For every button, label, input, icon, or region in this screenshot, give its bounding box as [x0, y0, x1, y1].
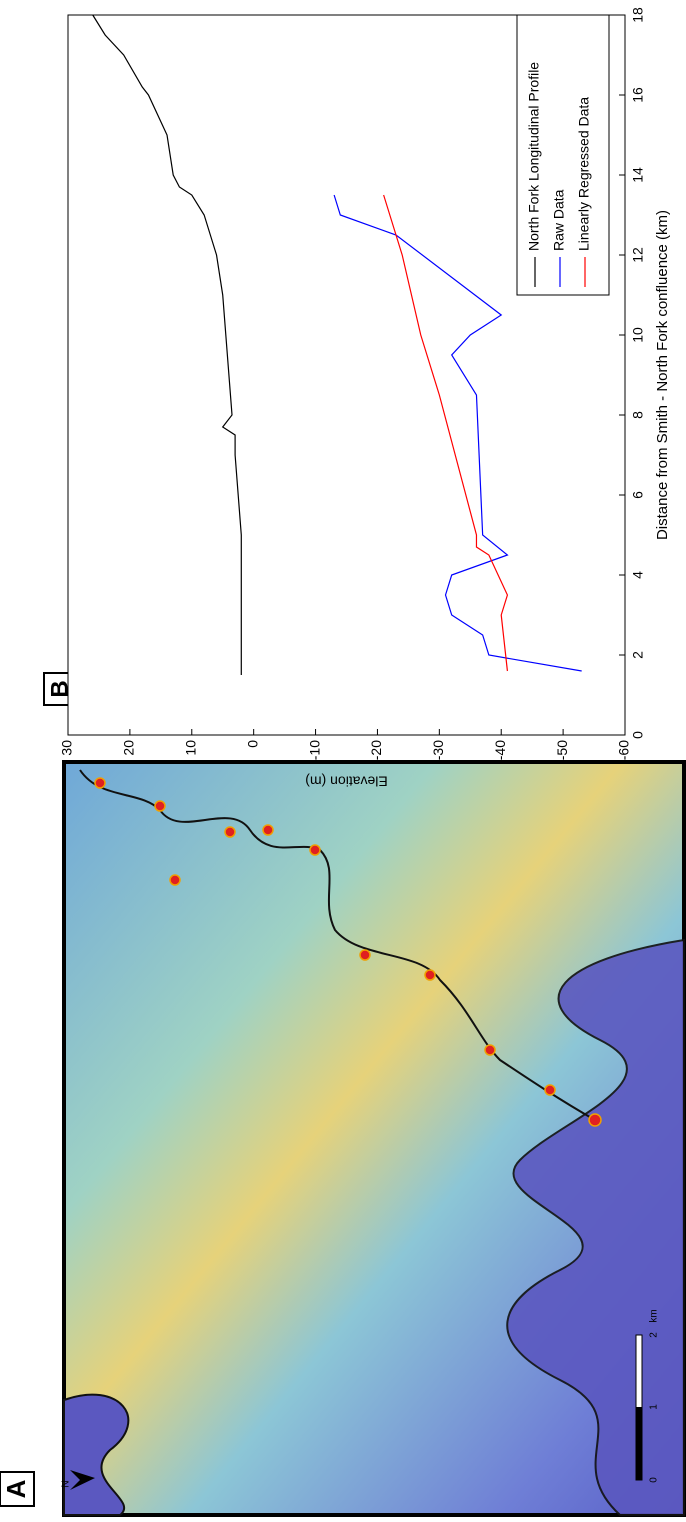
- x-tick-label: 18: [630, 7, 646, 23]
- y-tick-label: -10: [306, 740, 322, 760]
- line: [383, 194, 509, 672]
- legend-label: North Fork Longitudinal Profile: [526, 62, 542, 251]
- x-tick-label: 10: [630, 327, 646, 343]
- y-tick-label: -50: [554, 740, 570, 760]
- y-tick-label: -60: [616, 740, 632, 760]
- scale-bar: [636, 1407, 642, 1480]
- x-axis-label: Distance from Smith - North Fork conflue…: [654, 210, 671, 540]
- scale-label: 0: [649, 1477, 660, 1483]
- line: [92, 14, 242, 675]
- y-tick-label: -30: [430, 740, 446, 760]
- line: [333, 194, 582, 672]
- x-tick-label: 0: [630, 731, 646, 739]
- north-label: N: [61, 1480, 72, 1487]
- x-tick-label: 16: [630, 87, 646, 103]
- y-tick-label: -20: [368, 740, 384, 760]
- sample-sites: [94, 777, 602, 1127]
- plot-frame: [67, 14, 626, 736]
- x-tick-label: 4: [630, 571, 646, 579]
- panel-label: B: [46, 680, 73, 697]
- legend-label: Raw Data: [551, 189, 567, 251]
- x-tick-label: 14: [630, 167, 646, 183]
- map: N 0 1 2 km: [61, 760, 686, 1517]
- x-tick-label: 12: [630, 247, 646, 263]
- chart: 0 2 4 6 8 10 12 14 16 18 -60 -50 -40 -30 -20 -10 0 10 20 30…: [59, 7, 671, 789]
- y-tick-label: -40: [492, 740, 508, 760]
- scale-label: 2: [649, 1332, 660, 1338]
- x-tick-label: 8: [630, 411, 646, 419]
- north-arrow: [70, 1470, 95, 1490]
- scale-label: 1: [649, 1404, 660, 1410]
- legend-label: Linearly Regressed Data: [576, 97, 592, 251]
- panel-label-box: [0, 1471, 35, 1507]
- panel-label: A: [1, 1479, 31, 1498]
- x-tick-label: 6: [630, 491, 646, 499]
- y-tick-label: 20: [121, 740, 137, 756]
- scale-unit: km: [649, 1309, 660, 1322]
- legend-box: [516, 14, 610, 296]
- y-tick-label: 30: [59, 740, 75, 756]
- y-axis-label: Elevation (m): [305, 773, 387, 789]
- x-tick-label: 2: [630, 651, 646, 659]
- y-tick-label: 10: [182, 740, 198, 756]
- y-tick-label: 0: [244, 740, 260, 748]
